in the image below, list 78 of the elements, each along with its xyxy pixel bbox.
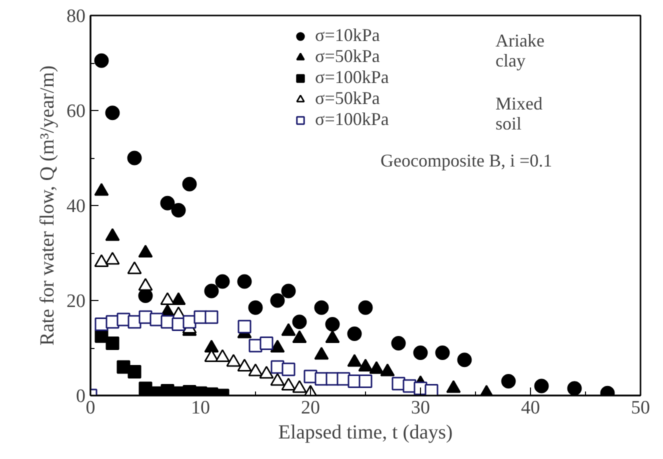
point [435,346,450,360]
annotation: Ariake clay [496,30,544,70]
point [204,284,219,298]
annotation: Geocomposite B, i =0.1 [380,150,552,170]
point [501,374,516,388]
y-tick-label: 80 [66,6,86,27]
x-axis-title: Elapsed time, t (days) [278,422,453,444]
point [237,274,252,289]
point [424,384,438,396]
point [182,176,197,192]
point [248,363,263,376]
point [270,372,285,386]
point [270,340,285,353]
point [292,330,307,344]
point [281,323,296,336]
y-tick-label: 40 [66,196,86,217]
point [380,363,395,376]
point [106,336,120,350]
x-tick-label: 10 [191,398,210,418]
point [160,196,175,210]
point [347,326,362,341]
point [567,381,582,396]
point [238,320,252,334]
point [446,380,461,393]
point [94,53,109,68]
point [105,228,120,241]
point [358,300,373,315]
point [347,354,362,367]
point [128,365,142,378]
legend-label: σ=100kPa [315,67,389,88]
y-axis-title: Rate for water flow, Q (m³/year/m) [36,65,58,346]
point [105,106,120,120]
legend-label: σ=50kPa [315,88,380,109]
point [237,358,252,372]
point [105,252,120,265]
point [160,292,175,306]
point [226,354,241,367]
legend-label: σ=10kPa [315,25,380,46]
x-tick-label: 30 [411,398,430,418]
point [281,378,296,391]
point [534,378,549,394]
point [215,349,230,362]
point [248,300,263,315]
point [358,374,372,388]
x-tick-label: 40 [521,398,540,418]
point [259,366,274,379]
point [292,380,307,393]
point [94,254,109,268]
annotation: Mixed soil [496,94,542,134]
legend-label: σ=50kPa [315,46,380,67]
point [358,358,373,372]
point [260,336,274,350]
point [292,314,307,330]
point [270,293,285,308]
y-tick-label: 60 [66,101,86,122]
point [127,261,142,274]
point [391,336,406,350]
point [204,310,218,324]
point [138,278,153,291]
point [171,292,186,306]
point [281,284,296,298]
y-tick-label: 20 [66,291,86,312]
point [282,362,296,376]
point [457,352,472,368]
point [369,361,384,374]
x-tick-label: 50 [631,398,650,418]
point [325,330,340,344]
legend-label: σ=100kPa [315,109,389,130]
point [171,203,186,218]
point [325,317,340,332]
point [413,346,428,360]
point [138,244,153,258]
x-tick-label: 20 [301,398,320,418]
point [215,274,230,289]
point [314,346,329,360]
point [204,340,219,353]
point [127,150,142,166]
point [314,300,329,315]
